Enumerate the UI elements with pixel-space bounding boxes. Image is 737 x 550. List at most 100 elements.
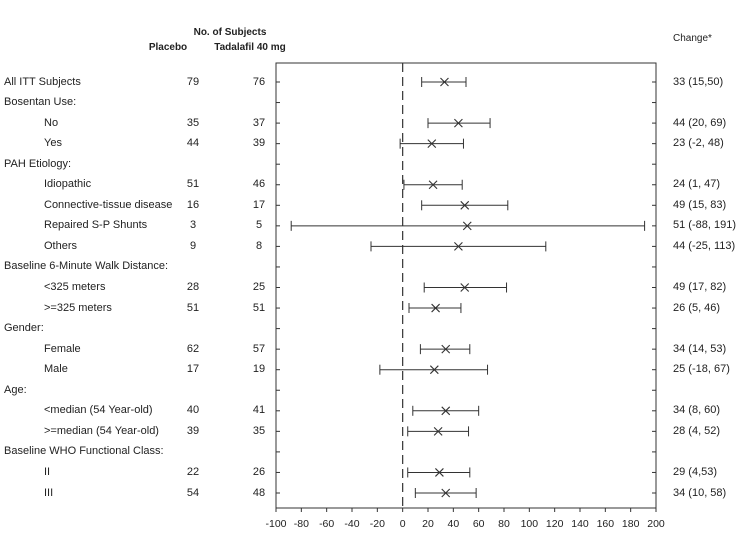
placebo-count: 44: [186, 137, 200, 150]
estimate-marker: [435, 468, 444, 477]
placebo-count: 17: [186, 363, 200, 376]
tadalafil-count: 5: [255, 219, 263, 232]
subgroup-label: No: [44, 116, 59, 129]
tadalafil-count: 48: [252, 486, 266, 499]
group-label: Bosentan Use:: [4, 96, 77, 109]
group-label: Age:: [4, 383, 27, 396]
x-tick-label: 40: [447, 518, 459, 530]
subgroup-label: Idiopathic: [44, 178, 92, 191]
group-label: Baseline WHO Functional Class:: [4, 445, 164, 458]
placebo-count: 40: [186, 404, 200, 417]
tadalafil-count: 19: [252, 363, 266, 376]
tadalafil-count: 41: [252, 404, 266, 417]
x-tick-label: 80: [498, 518, 510, 530]
subgroup-label: Male: [44, 363, 68, 376]
tadalafil-count: 8: [255, 239, 263, 252]
estimate-marker: [454, 118, 463, 128]
x-tick-label: -100: [265, 518, 286, 530]
change-estimate: 23 (-2, 48): [673, 137, 724, 150]
change-estimate: 33 (15,50): [673, 75, 724, 88]
change-estimate: 25 (-18, 67): [673, 363, 730, 376]
x-tick-label: 20: [422, 518, 434, 530]
placebo-count: 35: [186, 116, 200, 129]
group-label: Gender:: [4, 322, 44, 335]
tadalafil-count: 39: [252, 137, 266, 150]
estimate-marker: [429, 365, 439, 375]
subgroup-label: Yes: [44, 137, 62, 150]
estimate-marker: [431, 303, 440, 313]
estimate-marker: [441, 488, 451, 498]
tadalafil-count: 57: [252, 342, 266, 355]
x-tick-label: 180: [622, 518, 640, 530]
subgroup-label: <325 meters: [44, 281, 106, 293]
change-estimate: 28 (4, 52): [673, 424, 721, 437]
placebo-count: 22: [186, 465, 200, 478]
estimate-marker: [433, 426, 443, 436]
change-estimate: 49 (15, 83): [673, 198, 727, 211]
placebo-count: 9: [189, 239, 197, 252]
tadalafil-count: 76: [252, 75, 266, 88]
change-estimate: 26 (5, 46): [673, 301, 721, 314]
subgroup-label: >=median (54 Year-old): [44, 424, 159, 437]
tadalafil-count: 51: [252, 301, 266, 314]
subgroup-label: >=325 meters: [44, 301, 112, 314]
x-tick-label: 60: [473, 518, 485, 530]
change-estimate: 34 (10, 58): [673, 486, 727, 499]
placebo-count: 54: [186, 486, 200, 499]
row-label: All ITT Subjects: [4, 75, 81, 88]
tadalafil-count: 37: [252, 116, 266, 129]
estimate-marker: [460, 200, 470, 210]
x-tick-label: 140: [571, 518, 589, 530]
change-estimate: 34 (14, 53): [673, 342, 727, 355]
change-estimate: 51 (-88, 191): [673, 219, 736, 232]
placebo-count: 79: [186, 75, 200, 88]
change-header: Change*: [673, 33, 712, 44]
subgroup-label: Others: [44, 239, 78, 252]
tadalafil-count: 46: [252, 178, 266, 191]
change-estimate: 24 (1, 47): [673, 178, 721, 191]
estimate-marker: [462, 221, 472, 231]
placebo-count: 3: [189, 219, 197, 232]
subgroup-label: <median (54 Year-old): [44, 404, 153, 417]
x-tick-label: -60: [319, 518, 334, 530]
x-tick-label: 160: [597, 518, 615, 530]
placebo-count: 51: [186, 178, 200, 191]
placebo-count: 39: [186, 424, 200, 437]
placebo-count: 51: [186, 301, 200, 314]
subgroup-label: Repaired S-P Shunts: [44, 219, 148, 232]
subjects-header: No. of Subjects: [193, 27, 267, 38]
estimate-marker: [441, 344, 451, 354]
placebo-count: 16: [186, 198, 200, 211]
x-tick-label: 0: [400, 518, 406, 530]
group-label: PAH Etiology:: [4, 157, 72, 170]
estimate-marker: [427, 139, 437, 149]
estimate-marker: [460, 283, 470, 292]
tadalafil-count: 17: [252, 198, 266, 211]
placebo-count: 62: [186, 342, 200, 355]
tadalafil-count: 25: [252, 281, 266, 293]
x-tick-label: -20: [370, 518, 385, 530]
placebo-count: 28: [186, 281, 200, 293]
x-tick-label: 200: [647, 518, 665, 530]
tadalafil-count: 26: [252, 465, 266, 478]
change-estimate: 49 (17, 82): [673, 281, 727, 293]
x-tick-label: -80: [294, 518, 309, 530]
group-label: Baseline 6-Minute Walk Distance:: [4, 260, 169, 273]
estimate-marker: [440, 77, 449, 87]
subgroup-label: III: [44, 486, 54, 499]
plot-frame: [275, 62, 657, 509]
x-tick-label: 120: [546, 518, 564, 530]
estimate-marker: [428, 180, 438, 190]
tadalafil-header: Tadalafil 40 mg: [214, 42, 286, 53]
change-estimate: 44 (20, 69): [673, 116, 727, 129]
subgroup-label: Connective-tissue disease: [44, 198, 173, 211]
x-tick-label: -40: [344, 518, 359, 530]
change-estimate: 34 (8, 60): [673, 404, 721, 417]
x-tick-label: 100: [521, 518, 539, 530]
estimate-marker: [441, 406, 451, 416]
placebo-header: Placebo: [148, 42, 188, 53]
estimate-marker: [454, 242, 463, 251]
change-estimate: 44 (-25, 113): [673, 239, 736, 252]
tadalafil-count: 35: [252, 424, 266, 437]
